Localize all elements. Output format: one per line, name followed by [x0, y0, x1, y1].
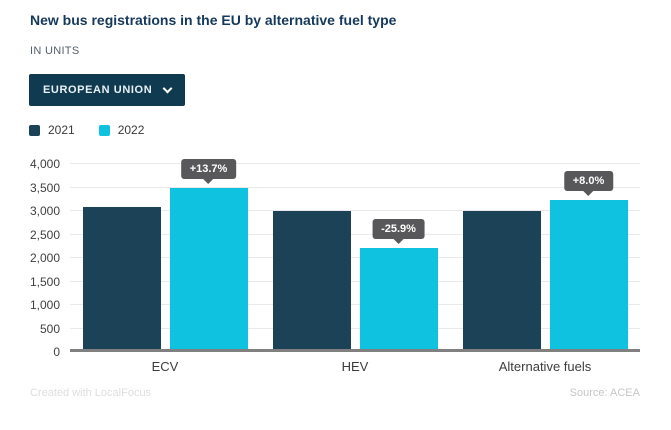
y-tick-label: 0 [53, 345, 60, 359]
legend-swatch-2021 [29, 124, 40, 136]
legend: 2021 2022 [29, 123, 144, 137]
bar-alternative-fuels-2021[interactable] [462, 210, 541, 352]
localfocus-credit-link[interactable]: Created with LocalFocus [30, 387, 152, 399]
bar-ecv-2022[interactable]: +13.7% [169, 158, 248, 352]
y-tick-label: 3,500 [29, 180, 60, 195]
gridline [70, 280, 640, 282]
gridline [70, 257, 640, 258]
change-tooltip-hev: -25.9% [372, 218, 425, 239]
bar-alternative-fuels-2022[interactable]: +8.0% [549, 170, 628, 352]
bar-group-alternative-fuels: +8.0% Alternative fuels [450, 164, 640, 374]
source-label: Source: ACEA [569, 387, 640, 399]
bar-ecv-2021[interactable] [82, 207, 161, 352]
units-subtitle: IN UNITS [30, 45, 80, 57]
x-tick-label-ecv: ECV [151, 359, 179, 374]
y-tick-label: 2,500 [29, 227, 60, 242]
legend-swatch-2022 [98, 124, 110, 136]
y-tick-label: 1,500 [29, 274, 60, 289]
legend-item-2021[interactable]: 2021 [29, 123, 75, 137]
legend-label-2021: 2021 [48, 123, 75, 137]
region-dropdown[interactable]: EUROPEAN UNION [29, 74, 186, 106]
gridline [70, 304, 640, 305]
x-axis-line [70, 349, 640, 352]
region-dropdown-label: EUROPEAN UNION [43, 84, 153, 96]
bar-group-hev: -25.9% HEV [260, 164, 450, 374]
bar-groups: +13.7% ECV -25.9% HEV +8.0% Alternative … [70, 158, 640, 374]
gridline [70, 186, 640, 188]
bar-group-ecv: +13.7% ECV [70, 158, 260, 374]
plot-area: 0 500 1,000 1,500 2,000 2,500 3,000 3,500 4,000 … [30, 157, 640, 374]
gridline [70, 210, 640, 211]
y-axis-labels: 0 500 1,000 1,500 2,000 2,500 3,000 3,500 4,000 [0, 157, 60, 359]
gridline [70, 233, 640, 235]
x-tick-label-hev: HEV [341, 359, 369, 374]
bar-hev-2021[interactable] [272, 211, 351, 352]
bar-hev-2022[interactable]: -25.9% [359, 218, 438, 352]
y-tick-label: 4,000 [29, 157, 60, 171]
gridline [70, 327, 640, 329]
gridline [70, 163, 640, 164]
change-tooltip-alternative-fuels: +8.0% [563, 170, 614, 191]
page-title: New bus registrations in the EU by alter… [30, 12, 397, 28]
legend-label-2022: 2022 [117, 123, 145, 137]
y-tick-label: 2,000 [29, 251, 60, 265]
x-tick-label-alternative-fuels: Alternative fuels [498, 359, 592, 374]
y-tick-label: 3,000 [29, 204, 60, 218]
chevron-down-icon [162, 83, 173, 93]
y-tick-label: 500 [39, 321, 60, 336]
legend-item-2022[interactable]: 2022 [98, 123, 145, 137]
y-tick-label: 1,000 [29, 298, 60, 312]
change-tooltip-ecv: +13.7% [180, 158, 237, 179]
